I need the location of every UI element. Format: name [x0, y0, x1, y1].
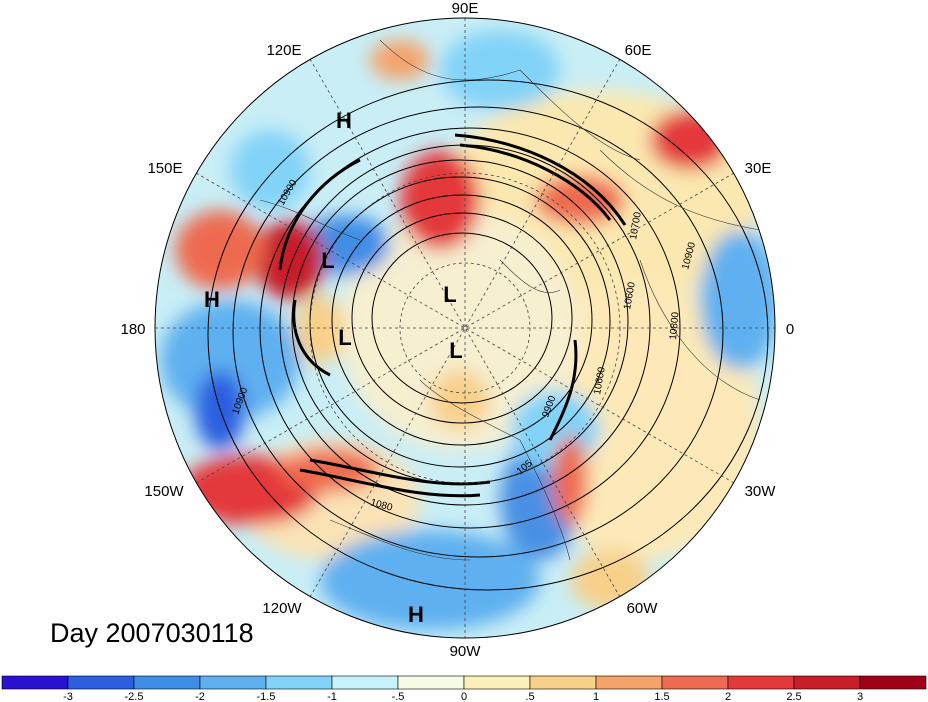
high-center: H [408, 602, 424, 627]
colorbar-swatch [199, 675, 267, 690]
low-center: L [449, 338, 462, 363]
lon-label-150w: 150W [144, 483, 184, 500]
colorbar-swatch [1, 675, 69, 690]
contour-label: 10600 [592, 366, 608, 396]
map-boundary [154, 17, 776, 639]
longitude-labels: 90E 60E 30E 0 30W 60W 90W 120W 150W 180 … [120, 0, 794, 660]
colorbar-swatch [859, 675, 927, 690]
colorbar: -3 -2.5 -2 -1.5 -1 -.5 0 .5 1 1.5 2 2.5 3 [1, 675, 927, 702]
lon-label-90e: 90E [452, 0, 479, 17]
colorbar-swatch [133, 675, 201, 690]
lon-label-30e: 30E [745, 160, 772, 177]
contour-label: 10700 [628, 211, 644, 241]
colorbar-tick-label: -3 [63, 691, 73, 702]
colorbar-tick-label: -1.5 [257, 691, 276, 702]
graticule [155, 18, 775, 638]
contour-label: 10600 [622, 281, 638, 311]
low-center: L [321, 248, 334, 273]
colorbar-tick-label: 2 [725, 691, 731, 702]
colorbar-swatch [793, 675, 861, 690]
colorbar-swatch [595, 675, 663, 690]
lon-label-150e: 150E [147, 160, 182, 177]
colorbar-tick-label: .5 [525, 691, 534, 702]
lon-label-120e: 120E [266, 42, 301, 59]
colorbar-tick-label: -2 [195, 691, 205, 702]
colorbar-swatch [727, 675, 795, 690]
lon-label-90w: 90W [450, 643, 482, 660]
coastlines [259, 39, 761, 561]
colorbar-tick-label: 0 [461, 691, 467, 702]
lon-label-180: 180 [120, 321, 145, 338]
pressure-centers: H H H L L L L [204, 108, 463, 627]
contour-label: 10800 [668, 311, 681, 340]
low-center: L [443, 282, 456, 307]
colorbar-tick-label: -.5 [392, 691, 405, 702]
lon-label-60e: 60E [625, 42, 652, 59]
high-center: H [336, 108, 352, 133]
colorbar-swatch [67, 675, 135, 690]
colorbar-tick-label: 2.5 [786, 691, 801, 702]
colorbar-tick-label: 3 [857, 691, 863, 702]
lon-label-60w: 60W [627, 600, 659, 617]
jet-contours [278, 133, 627, 498]
lon-label-30w: 30W [745, 483, 777, 500]
day-label: Day 2007030118 [50, 618, 254, 648]
colorbar-tick-label: 1.5 [654, 691, 669, 702]
colorbar-swatch [463, 675, 531, 690]
lon-label-0: 0 [786, 321, 794, 338]
colorbar-swatch [397, 675, 465, 690]
lon-label-120w: 120W [262, 600, 302, 617]
colorbar-tick-label: -2.5 [125, 691, 144, 702]
colorbar-tick-label: -1 [327, 691, 337, 702]
colorbar-tick-label: 1 [593, 691, 599, 702]
colorbar-swatch [661, 675, 729, 690]
low-center: L [338, 325, 351, 350]
colorbar-swatch [529, 675, 597, 690]
high-center: H [204, 287, 220, 312]
colorbar-swatch [331, 675, 399, 690]
colorbar-swatch [265, 675, 333, 690]
